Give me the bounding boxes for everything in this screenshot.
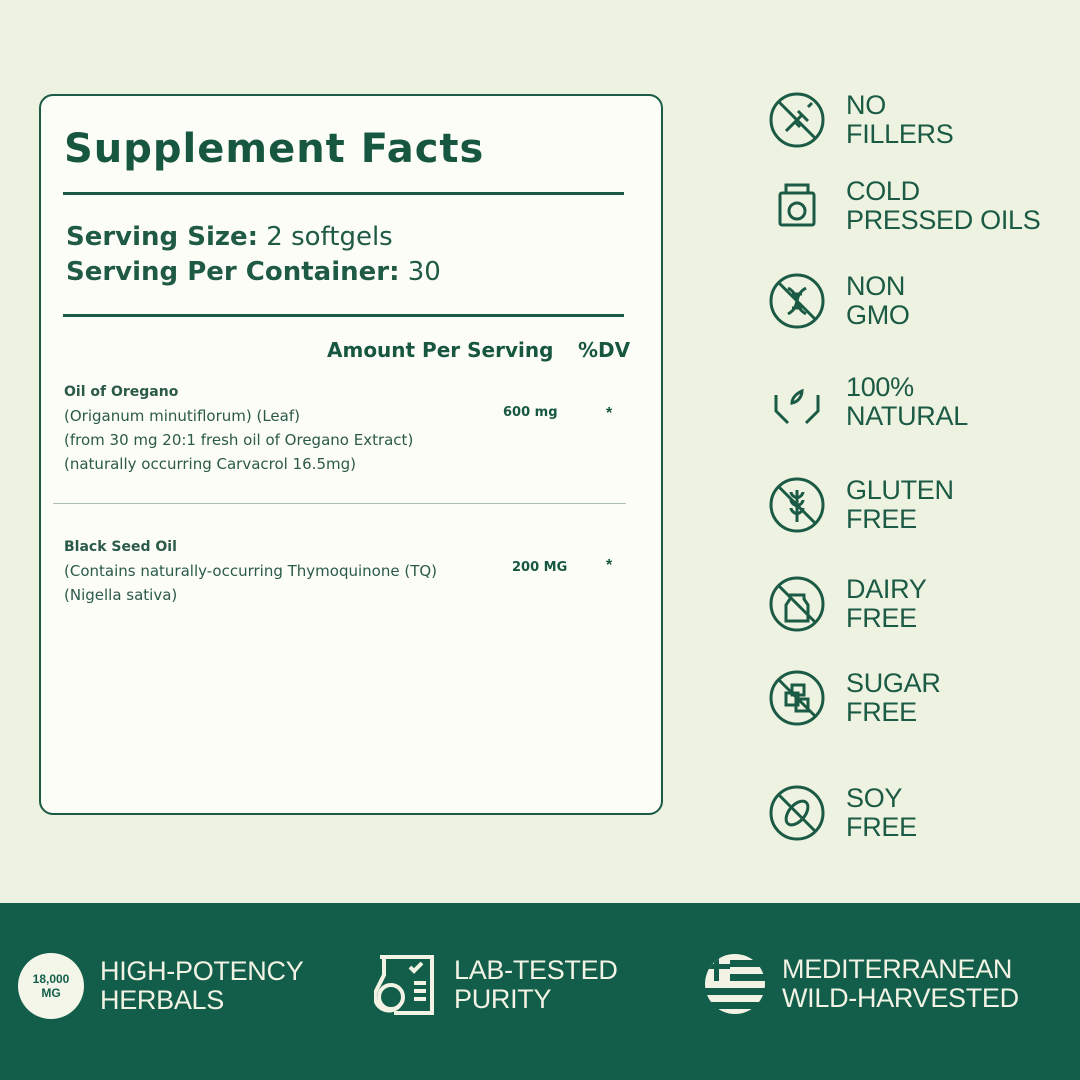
feature-item: GLUTEN FREE: [768, 476, 954, 534]
no-fillers-icon: [769, 92, 825, 148]
lab-flask-icon: [374, 955, 434, 1015]
feature-label: COLD PRESSED OILS: [846, 176, 1041, 235]
feature-label: SOY FREE: [846, 783, 917, 842]
feature-item: SUGAR FREE: [768, 669, 941, 727]
cold-press-icon: [778, 183, 816, 227]
feature-item: NON GMO: [768, 272, 910, 330]
feature-label: NO FILLERS: [846, 90, 954, 149]
banner-label: MEDITERRANEAN WILD-HARVESTED: [782, 954, 1019, 1013]
feature-item: NO FILLERS: [768, 90, 954, 149]
banner-label: HIGH-POTENCY HERBALS: [100, 956, 304, 1015]
feature-item: DAIRY FREE: [768, 575, 927, 633]
supplement-facts-panel: Supplement Facts Serving Size: 2 softgel…: [39, 94, 663, 815]
feature-label: DAIRY FREE: [846, 574, 927, 633]
banner-label: LAB-TESTED PURITY: [454, 955, 618, 1014]
dv-header: %DV: [578, 338, 631, 362]
greek-flag-icon: [705, 954, 765, 1014]
ingredient-amount: 200 MG: [512, 560, 568, 575]
facts-title: Supplement Facts: [64, 126, 485, 172]
non-gmo-icon: [769, 273, 825, 329]
feature-label: 100% NATURAL: [846, 372, 968, 431]
sugar-free-icon: [769, 670, 825, 726]
ingredient-amount: 600 mg: [503, 405, 558, 420]
potency-badge: 18,000 MG: [18, 953, 84, 1019]
feature-item: SOY FREE: [768, 784, 917, 842]
servings-per-container: Serving Per Container: 30: [66, 257, 441, 287]
ingredient-dv: *: [606, 557, 613, 574]
dairy-free-icon: [769, 576, 825, 632]
bottom-banner: 18,000 MG HIGH-POTENCY HERBALS LAB-TESTED P…: [0, 903, 1080, 1080]
feature-label: SUGAR FREE: [846, 668, 941, 727]
feature-item: 100% NATURAL: [768, 373, 968, 431]
ingredient-dv: *: [606, 405, 613, 422]
amount-header: Amount Per Serving: [327, 338, 554, 362]
feature-item: COLD PRESSED OILS: [768, 176, 1041, 235]
ingredient-black-seed: Black Seed Oil (Contains naturally-occur…: [64, 539, 438, 604]
banner-item-potency: 18,000 MG HIGH-POTENCY HERBALS: [18, 953, 304, 1019]
banner-item-mediterranean: MEDITERRANEAN WILD-HARVESTED: [704, 953, 1019, 1015]
banner-item-lab: LAB-TESTED PURITY: [374, 953, 618, 1017]
divider: [63, 314, 624, 317]
feature-label: NON GMO: [846, 271, 910, 330]
gluten-free-icon: [769, 477, 825, 533]
serving-size: Serving Size: 2 softgels: [66, 222, 393, 252]
divider: [53, 503, 626, 504]
ingredient-oregano: Oil of Oregano (Origanum minutiflorum) (…: [64, 384, 414, 473]
soy-free-icon: [769, 785, 825, 841]
feature-label: GLUTEN FREE: [846, 475, 954, 534]
divider: [63, 192, 624, 195]
hands-leaf-icon: [774, 388, 820, 425]
